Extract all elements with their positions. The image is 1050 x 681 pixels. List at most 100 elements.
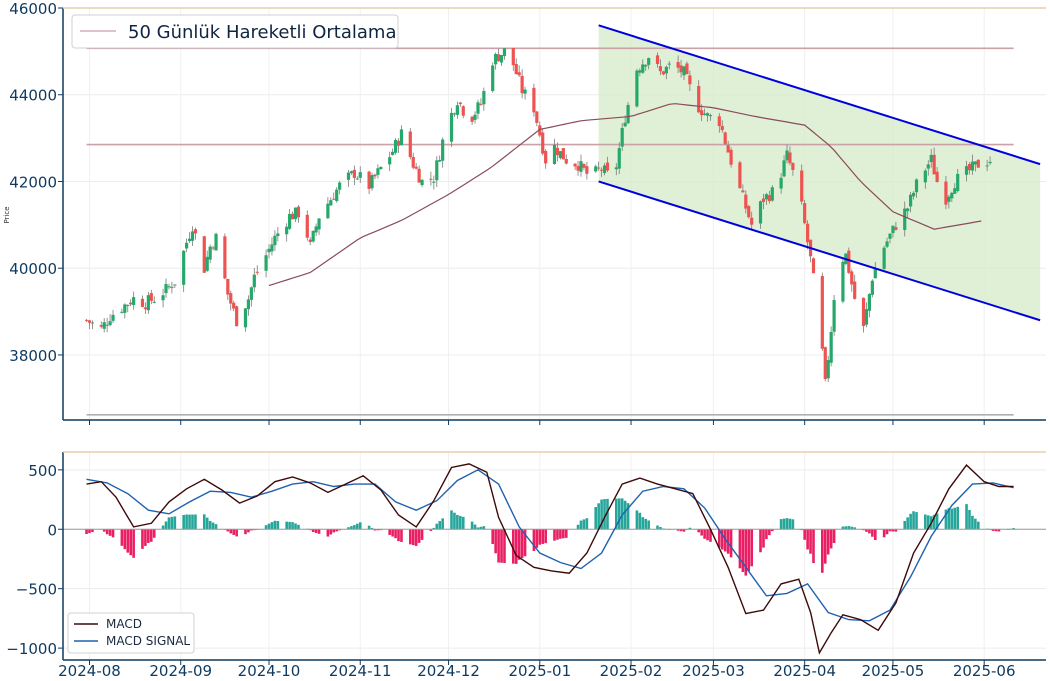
candle-body [252, 274, 256, 288]
candle-body [461, 106, 465, 116]
candle-body [700, 110, 704, 116]
legend-label: 50 Günlük Hareketli Ortalama [128, 22, 396, 43]
histogram-bar [729, 529, 733, 558]
histogram-bar [597, 503, 600, 530]
candle-body [349, 171, 354, 174]
candle-body [853, 281, 857, 299]
candle-body [655, 55, 660, 64]
histogram-bar [809, 529, 812, 554]
candle-body [152, 301, 156, 303]
candle-body [411, 156, 415, 168]
histogram-bar [291, 522, 294, 530]
y-tick-label: 44000 [9, 87, 57, 105]
candle-body [441, 139, 445, 161]
histogram-bar [408, 529, 412, 545]
histogram-bar [461, 516, 465, 530]
channel-upper-line [598, 24, 1041, 166]
candle-body [232, 302, 236, 309]
histogram-bar [759, 529, 762, 553]
candle-body [702, 113, 707, 115]
candle-body [123, 304, 127, 313]
histogram-bar [476, 527, 480, 530]
candle-body [820, 276, 824, 349]
candle-body [973, 161, 977, 165]
histogram-bar [132, 529, 135, 558]
candle-body [832, 299, 836, 332]
histogram-bar [400, 529, 403, 542]
candle-body [173, 284, 177, 286]
candle-body [161, 295, 165, 301]
candle-body [885, 241, 889, 247]
candle-body [644, 64, 648, 67]
candle-body [599, 169, 604, 171]
histogram-bar [456, 514, 459, 530]
macd-y-ticks: −1000 −500 0 500 [6, 462, 63, 658]
candle-body [202, 236, 206, 273]
histogram-bar [338, 529, 341, 531]
candle-body [146, 295, 150, 311]
candle-body [697, 86, 701, 113]
candle-body [264, 255, 268, 271]
candle-body [514, 63, 518, 75]
price-axes [62, 7, 1046, 421]
candle-body [379, 166, 383, 169]
histogram-bar [391, 529, 394, 537]
candle-body [667, 63, 671, 65]
candle-body [985, 165, 989, 167]
candle-body [396, 140, 401, 146]
y-tick-label: 500 [28, 462, 57, 480]
histogram-bar [350, 526, 353, 530]
candle-body [811, 258, 816, 274]
histogram-bar [644, 518, 648, 530]
candle-body [102, 322, 106, 329]
histogram-bar [682, 529, 686, 532]
candle-body [293, 207, 298, 220]
histogram-bar [785, 518, 789, 530]
histogram-bar [688, 527, 692, 530]
candle-body [576, 166, 580, 171]
candle-body [791, 162, 795, 170]
candle-body [761, 198, 766, 202]
candle-body [561, 148, 565, 160]
candle-body [185, 242, 189, 249]
histogram-bar [105, 529, 109, 535]
histogram-bar [803, 529, 806, 540]
histogram-bar [556, 529, 559, 540]
candle-body [367, 171, 371, 189]
candle-body [535, 111, 539, 123]
candle-body [108, 321, 112, 326]
candle-body [903, 208, 907, 230]
candle-body [747, 206, 751, 218]
candle-body [317, 218, 321, 230]
histogram-bar [615, 498, 618, 530]
candle-body [964, 166, 969, 175]
histogram-bar [317, 529, 321, 534]
histogram-bar [850, 526, 854, 530]
histogram-bar [414, 529, 418, 546]
price-legend: 50 Günlük Hareketli Ortalama [71, 14, 399, 49]
candle-body [800, 170, 804, 202]
histogram-bar [576, 524, 580, 530]
histogram-bar [435, 523, 439, 530]
candle-body [906, 208, 910, 212]
x-tick-label: 2025-02 [600, 662, 663, 680]
candle-body [429, 178, 433, 180]
histogram-bar [294, 523, 297, 530]
histogram-bar [420, 529, 424, 540]
y-tick-label: −500 [16, 581, 57, 599]
histogram-bar [994, 529, 998, 532]
histogram-bar [997, 529, 1001, 532]
histogram-bar [559, 529, 562, 539]
candle-body [167, 286, 171, 288]
candle-body [149, 293, 153, 301]
candle-body [826, 360, 830, 379]
macd-axes [62, 451, 1046, 661]
histogram-bar [141, 529, 144, 549]
histogram-bar [482, 526, 486, 530]
histogram-bar [956, 506, 960, 530]
candle-body [352, 169, 356, 178]
candle-body [976, 159, 980, 168]
candle-body [926, 164, 930, 169]
histogram-bar [450, 510, 453, 530]
